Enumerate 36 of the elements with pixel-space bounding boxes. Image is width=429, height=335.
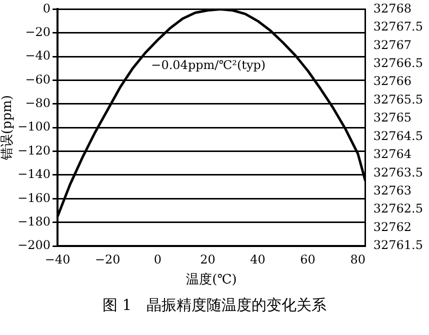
x-tick-label: 20 — [200, 252, 216, 266]
y2-tick-label: 32762.5 — [373, 202, 423, 216]
y-tick-label: −200 — [18, 238, 51, 252]
y-axis-title: 错误(ppm) — [0, 95, 16, 162]
y2-tick-label: 32767.5 — [373, 20, 423, 34]
y-tick-label: −100 — [18, 120, 51, 134]
x-tick-label: 60 — [300, 252, 316, 266]
y-tick-label: −20 — [25, 25, 51, 40]
x-axis-title: 温度(℃) — [186, 272, 237, 288]
y-tick-label: −120 — [18, 143, 51, 158]
y2-tick-label: 32765.5 — [373, 92, 423, 106]
y2-tick-label: 32768 — [373, 1, 412, 16]
y-tick-label: −160 — [18, 190, 51, 205]
x-tick-label: 0 — [154, 252, 162, 266]
y-tick-label: −60 — [25, 72, 51, 86]
y2-tick-label: 32761.5 — [373, 238, 423, 252]
x-tick-label: −40 — [44, 252, 70, 266]
y2-tick-label: 32763 — [373, 183, 412, 198]
y2-tick-label: 32765 — [373, 110, 412, 125]
y2-tick-label: 32766 — [373, 74, 412, 88]
y2-tick-label: 32764.5 — [373, 128, 423, 143]
y2-tick-label: 32763.5 — [373, 165, 423, 180]
y2-tick-label: 32762 — [373, 220, 412, 234]
x-tick-label: 40 — [250, 252, 266, 266]
y2-tick-label: 32766.5 — [373, 56, 423, 70]
y2-tick-label: 32764 — [373, 147, 412, 162]
y-tick-label: −180 — [18, 214, 51, 228]
y-tick-label: −140 — [18, 167, 51, 182]
x-tick-label: −20 — [94, 252, 120, 266]
x-tick-label: 80 — [350, 252, 366, 266]
y-tick-label: −80 — [25, 96, 51, 110]
text: 图 1 晶振精度随温度的变化关系 — [101, 296, 328, 315]
y-tick-label: 0 — [42, 1, 51, 16]
y2-tick-label: 32767 — [373, 38, 412, 52]
annotation: −0.04ppm/℃²(typ) — [151, 58, 266, 72]
y-tick-label: −40 — [25, 48, 51, 63]
